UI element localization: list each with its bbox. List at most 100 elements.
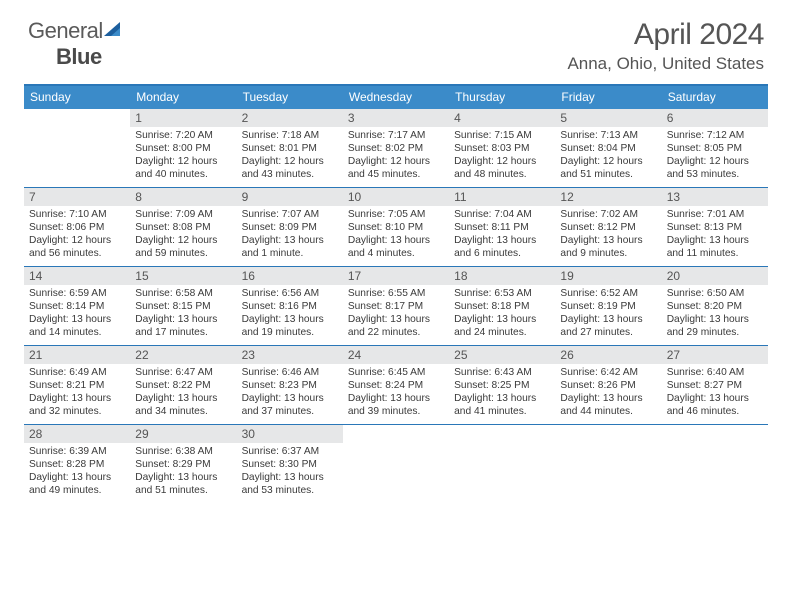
sunrise-text: Sunrise: 7:17 AM bbox=[348, 129, 445, 142]
day-cell: 8Sunrise: 7:09 AMSunset: 8:08 PMDaylight… bbox=[130, 188, 236, 266]
day-number: 3 bbox=[343, 109, 449, 127]
daylight-text: Daylight: 13 hours and 17 minutes. bbox=[135, 313, 232, 339]
day-cell: 11Sunrise: 7:04 AMSunset: 8:11 PMDayligh… bbox=[449, 188, 555, 266]
day-details: Sunrise: 6:38 AMSunset: 8:29 PMDaylight:… bbox=[130, 443, 236, 500]
daylight-text: Daylight: 13 hours and 44 minutes. bbox=[560, 392, 657, 418]
sunrise-text: Sunrise: 6:58 AM bbox=[135, 287, 232, 300]
sunset-text: Sunset: 8:14 PM bbox=[29, 300, 126, 313]
sunset-text: Sunset: 8:28 PM bbox=[29, 458, 126, 471]
day-number: 18 bbox=[449, 267, 555, 285]
day-cell: 25Sunrise: 6:43 AMSunset: 8:25 PMDayligh… bbox=[449, 346, 555, 424]
sunrise-text: Sunrise: 6:39 AM bbox=[29, 445, 126, 458]
sunrise-text: Sunrise: 6:42 AM bbox=[560, 366, 657, 379]
day-details: Sunrise: 7:13 AMSunset: 8:04 PMDaylight:… bbox=[555, 127, 661, 184]
day-details: Sunrise: 6:59 AMSunset: 8:14 PMDaylight:… bbox=[24, 285, 130, 342]
logo-word1: General bbox=[28, 18, 103, 43]
daylight-text: Daylight: 13 hours and 51 minutes. bbox=[135, 471, 232, 497]
day-cell: 10Sunrise: 7:05 AMSunset: 8:10 PMDayligh… bbox=[343, 188, 449, 266]
sunrise-text: Sunrise: 6:40 AM bbox=[667, 366, 764, 379]
day-cell: 26Sunrise: 6:42 AMSunset: 8:26 PMDayligh… bbox=[555, 346, 661, 424]
day-cell: 21Sunrise: 6:49 AMSunset: 8:21 PMDayligh… bbox=[24, 346, 130, 424]
day-details: Sunrise: 7:17 AMSunset: 8:02 PMDaylight:… bbox=[343, 127, 449, 184]
sunrise-text: Sunrise: 6:59 AM bbox=[29, 287, 126, 300]
day-cell: 17Sunrise: 6:55 AMSunset: 8:17 PMDayligh… bbox=[343, 267, 449, 345]
day-number: 16 bbox=[237, 267, 343, 285]
daylight-text: Daylight: 13 hours and 53 minutes. bbox=[242, 471, 339, 497]
sunset-text: Sunset: 8:03 PM bbox=[454, 142, 551, 155]
daylight-text: Daylight: 13 hours and 46 minutes. bbox=[667, 392, 764, 418]
weekday-row: Sunday Monday Tuesday Wednesday Thursday… bbox=[24, 86, 768, 109]
day-details: Sunrise: 7:10 AMSunset: 8:06 PMDaylight:… bbox=[24, 206, 130, 263]
daylight-text: Daylight: 13 hours and 41 minutes. bbox=[454, 392, 551, 418]
sunset-text: Sunset: 8:15 PM bbox=[135, 300, 232, 313]
day-details: Sunrise: 6:46 AMSunset: 8:23 PMDaylight:… bbox=[237, 364, 343, 421]
sunrise-text: Sunrise: 7:01 AM bbox=[667, 208, 764, 221]
sunset-text: Sunset: 8:22 PM bbox=[135, 379, 232, 392]
sunset-text: Sunset: 8:08 PM bbox=[135, 221, 232, 234]
day-cell: 22Sunrise: 6:47 AMSunset: 8:22 PMDayligh… bbox=[130, 346, 236, 424]
month-title: April 2024 bbox=[567, 18, 764, 52]
day-cell: 29Sunrise: 6:38 AMSunset: 8:29 PMDayligh… bbox=[130, 425, 236, 503]
daylight-text: Daylight: 13 hours and 22 minutes. bbox=[348, 313, 445, 339]
daylight-text: Daylight: 13 hours and 6 minutes. bbox=[454, 234, 551, 260]
sunset-text: Sunset: 8:30 PM bbox=[242, 458, 339, 471]
sunrise-text: Sunrise: 6:38 AM bbox=[135, 445, 232, 458]
daylight-text: Daylight: 13 hours and 34 minutes. bbox=[135, 392, 232, 418]
day-number: 30 bbox=[237, 425, 343, 443]
day-number: 11 bbox=[449, 188, 555, 206]
sunset-text: Sunset: 8:18 PM bbox=[454, 300, 551, 313]
day-number: 4 bbox=[449, 109, 555, 127]
daylight-text: Daylight: 13 hours and 4 minutes. bbox=[348, 234, 445, 260]
sunrise-text: Sunrise: 6:37 AM bbox=[242, 445, 339, 458]
title-block: April 2024 Anna, Ohio, United States bbox=[567, 18, 764, 74]
day-number: 7 bbox=[24, 188, 130, 206]
sunrise-text: Sunrise: 7:18 AM bbox=[242, 129, 339, 142]
sunrise-text: Sunrise: 6:47 AM bbox=[135, 366, 232, 379]
sunrise-text: Sunrise: 7:12 AM bbox=[667, 129, 764, 142]
day-details: Sunrise: 6:47 AMSunset: 8:22 PMDaylight:… bbox=[130, 364, 236, 421]
day-number: 28 bbox=[24, 425, 130, 443]
daylight-text: Daylight: 13 hours and 14 minutes. bbox=[29, 313, 126, 339]
day-details: Sunrise: 7:18 AMSunset: 8:01 PMDaylight:… bbox=[237, 127, 343, 184]
weekday-header: Thursday bbox=[449, 86, 555, 109]
day-cell: 3Sunrise: 7:17 AMSunset: 8:02 PMDaylight… bbox=[343, 109, 449, 187]
sunrise-text: Sunrise: 6:43 AM bbox=[454, 366, 551, 379]
day-cell: 20Sunrise: 6:50 AMSunset: 8:20 PMDayligh… bbox=[662, 267, 768, 345]
sunset-text: Sunset: 8:09 PM bbox=[242, 221, 339, 234]
day-number: 6 bbox=[662, 109, 768, 127]
weekday-header: Tuesday bbox=[237, 86, 343, 109]
day-cell: 19Sunrise: 6:52 AMSunset: 8:19 PMDayligh… bbox=[555, 267, 661, 345]
weekday-header: Sunday bbox=[24, 86, 130, 109]
day-details: Sunrise: 6:37 AMSunset: 8:30 PMDaylight:… bbox=[237, 443, 343, 500]
day-details: Sunrise: 6:49 AMSunset: 8:21 PMDaylight:… bbox=[24, 364, 130, 421]
day-details: Sunrise: 7:05 AMSunset: 8:10 PMDaylight:… bbox=[343, 206, 449, 263]
sunrise-text: Sunrise: 7:04 AM bbox=[454, 208, 551, 221]
week-row: 7Sunrise: 7:10 AMSunset: 8:06 PMDaylight… bbox=[24, 188, 768, 267]
day-details: Sunrise: 6:50 AMSunset: 8:20 PMDaylight:… bbox=[662, 285, 768, 342]
day-number: 14 bbox=[24, 267, 130, 285]
daylight-text: Daylight: 13 hours and 24 minutes. bbox=[454, 313, 551, 339]
day-details: Sunrise: 6:55 AMSunset: 8:17 PMDaylight:… bbox=[343, 285, 449, 342]
sunrise-text: Sunrise: 7:13 AM bbox=[560, 129, 657, 142]
sunset-text: Sunset: 8:27 PM bbox=[667, 379, 764, 392]
daylight-text: Daylight: 12 hours and 43 minutes. bbox=[242, 155, 339, 181]
sunset-text: Sunset: 8:10 PM bbox=[348, 221, 445, 234]
daylight-text: Daylight: 12 hours and 45 minutes. bbox=[348, 155, 445, 181]
daylight-text: Daylight: 12 hours and 59 minutes. bbox=[135, 234, 232, 260]
daylight-text: Daylight: 12 hours and 40 minutes. bbox=[135, 155, 232, 181]
daylight-text: Daylight: 13 hours and 11 minutes. bbox=[667, 234, 764, 260]
sunset-text: Sunset: 8:02 PM bbox=[348, 142, 445, 155]
sunset-text: Sunset: 8:11 PM bbox=[454, 221, 551, 234]
sunset-text: Sunset: 8:20 PM bbox=[667, 300, 764, 313]
location: Anna, Ohio, United States bbox=[567, 54, 764, 74]
day-cell: 16Sunrise: 6:56 AMSunset: 8:16 PMDayligh… bbox=[237, 267, 343, 345]
day-cell: 14Sunrise: 6:59 AMSunset: 8:14 PMDayligh… bbox=[24, 267, 130, 345]
sunset-text: Sunset: 8:24 PM bbox=[348, 379, 445, 392]
day-details: Sunrise: 6:40 AMSunset: 8:27 PMDaylight:… bbox=[662, 364, 768, 421]
sunrise-text: Sunrise: 6:45 AM bbox=[348, 366, 445, 379]
sunset-text: Sunset: 8:23 PM bbox=[242, 379, 339, 392]
sunrise-text: Sunrise: 6:53 AM bbox=[454, 287, 551, 300]
day-details: Sunrise: 6:58 AMSunset: 8:15 PMDaylight:… bbox=[130, 285, 236, 342]
daylight-text: Daylight: 12 hours and 51 minutes. bbox=[560, 155, 657, 181]
day-details: Sunrise: 7:04 AMSunset: 8:11 PMDaylight:… bbox=[449, 206, 555, 263]
